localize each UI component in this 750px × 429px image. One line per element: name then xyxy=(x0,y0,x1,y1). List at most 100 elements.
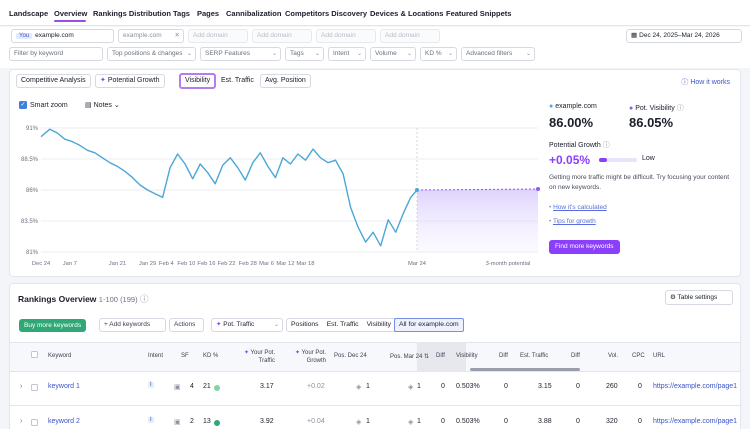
nav-featured-snippets[interactable]: Featured Snippets xyxy=(446,9,512,18)
col-pos-mar[interactable]: Pos. Mar 24 ⇅ xyxy=(390,353,429,360)
add-domain-input-1[interactable]: Add domain xyxy=(188,29,248,43)
row-checkbox[interactable] xyxy=(31,384,38,391)
filter-kd[interactable]: KD % ⌄ xyxy=(420,47,457,61)
nav-pages[interactable]: Pages xyxy=(197,9,220,18)
cpc-value: 0 xyxy=(638,383,642,390)
actions-button[interactable]: Actions xyxy=(169,318,204,332)
close-icon[interactable]: ✕ xyxy=(174,32,180,39)
how-it-works-link[interactable]: ⓘ How it works xyxy=(681,77,730,87)
domain-legend: ● example.com xyxy=(549,103,597,110)
serp-feature-icon[interactable]: ▣ xyxy=(174,384,181,391)
horizontal-scrollbar[interactable] xyxy=(470,368,580,371)
buy-more-keywords-button[interactable]: Buy more keywords xyxy=(19,319,87,332)
col-kd[interactable]: KD % xyxy=(203,353,219,359)
col-pos-mar-label: Pos. Mar 24 xyxy=(390,354,423,360)
serp-feature-icon[interactable]: ▣ xyxy=(174,419,181,426)
metric-tab-est-traffic[interactable]: Est. Traffic xyxy=(326,321,359,328)
nav-tags[interactable]: Tags xyxy=(173,9,190,18)
date-range-picker[interactable]: ▦ Dec 24, 2025–Mar 24, 2026 xyxy=(626,29,742,43)
how-calculated-link[interactable]: • How it's calculated xyxy=(549,204,607,211)
chevron-down-icon: ⌄ xyxy=(447,51,453,57)
your-domain-value: example.com xyxy=(35,32,74,39)
add-domain-input-2[interactable]: Add domain xyxy=(252,29,312,43)
you-badge: You xyxy=(16,33,33,39)
col-keyword[interactable]: Keyword xyxy=(48,353,72,359)
rankings-range: 1-100 (199) xyxy=(98,295,138,304)
sf-count: 4 xyxy=(190,383,194,390)
chevron-down-icon: ⌄ xyxy=(113,102,120,109)
tab-avg-position[interactable]: Avg. Position xyxy=(260,74,311,88)
notes-dropdown[interactable]: ▤ Notes ⌄ xyxy=(85,101,120,110)
metric-segment-control: Positions Est. Traffic Visibility All fo… xyxy=(286,318,464,332)
col-est-traffic[interactable]: Est. Traffic xyxy=(520,353,549,359)
info-icon[interactable]: ⓘ xyxy=(602,142,610,149)
keyword-filter-input[interactable]: Filter by keyword xyxy=(9,47,103,61)
url-link[interactable]: https://example.com/page1 xyxy=(653,383,738,390)
add-keywords-button[interactable]: + Add keywords xyxy=(99,318,166,332)
select-all-checkbox[interactable] xyxy=(31,351,38,358)
col-pot-growth[interactable]: ✦ Your Pot. Growth xyxy=(282,349,326,365)
tab-competitive-analysis[interactable]: Competitive Analysis xyxy=(16,74,91,88)
col-visibility[interactable]: Visibility xyxy=(456,353,478,359)
tips-growth-link[interactable]: • Tips for growth xyxy=(549,218,596,225)
calendar-icon: ▦ xyxy=(631,32,638,39)
filter-intent[interactable]: Intent ⌄ xyxy=(328,47,366,61)
expand-row-icon[interactable]: › xyxy=(20,383,23,390)
potential-point xyxy=(536,187,540,191)
expand-row-icon[interactable]: › xyxy=(20,418,23,425)
nav-active-indicator xyxy=(54,20,86,22)
nav-rankings-distribution[interactable]: Rankings Distribution xyxy=(93,9,171,18)
find-more-keywords-button[interactable]: Find more keywords xyxy=(549,240,620,254)
col-diff-1[interactable]: Diff xyxy=(436,353,445,359)
metric-tab-positions[interactable]: Positions xyxy=(291,321,319,328)
filter-advanced[interactable]: Advanced filters ⌄ xyxy=(461,47,535,61)
add-domain-input-3[interactable]: Add domain xyxy=(316,29,376,43)
add-domain-input-4[interactable]: Add domain xyxy=(380,29,440,43)
filter-tags[interactable]: Tags ⌄ xyxy=(285,47,324,61)
col-sf[interactable]: SF xyxy=(181,353,189,359)
metric-tab-visibility[interactable]: Visibility xyxy=(366,321,392,328)
growth-advice-text: Getting more traffic might be difficult.… xyxy=(549,174,730,191)
sorted-column-highlight xyxy=(417,342,466,372)
nav-competitors-discovery[interactable]: Competitors Discovery xyxy=(285,9,368,18)
chevron-down-icon: ⌄ xyxy=(186,51,192,57)
smart-zoom-toggle[interactable]: ✓ Smart zoom xyxy=(19,101,68,109)
row-checkbox[interactable] xyxy=(31,419,38,426)
pot-traffic-dropdown[interactable]: ✦ Pot. Traffic ⌄ xyxy=(211,318,283,332)
filter-serp-features[interactable]: SERP Features ⌄ xyxy=(200,47,281,61)
filter-volume[interactable]: Volume ⌄ xyxy=(370,47,416,61)
info-icon[interactable]: ⓘ xyxy=(139,294,149,304)
col-diff-3[interactable]: Diff xyxy=(571,353,580,359)
nav-overview[interactable]: Overview xyxy=(54,9,88,18)
url-link[interactable]: https://example.com/page1 xyxy=(653,418,738,425)
col-intent[interactable]: Intent xyxy=(148,353,164,359)
y-tick-label: 81% xyxy=(26,250,39,256)
tab-visibility[interactable]: Visibility xyxy=(179,73,217,89)
nav-landscape[interactable]: Landscape xyxy=(9,9,49,18)
info-icon[interactable]: ⓘ xyxy=(676,105,684,112)
keyword-link[interactable]: keyword 1 xyxy=(48,383,80,390)
nav-devices-locations[interactable]: Devices & Locations xyxy=(370,9,444,18)
diff-2-value: 0 xyxy=(504,418,508,425)
tab-est-traffic[interactable]: Est. Traffic xyxy=(221,77,254,84)
nav-cannibalization[interactable]: Cannibalization xyxy=(226,9,282,18)
chevron-down-icon: ⌄ xyxy=(271,51,277,57)
tab-potential-growth[interactable]: ✦ Potential Growth xyxy=(95,74,165,88)
col-cpc[interactable]: CPC xyxy=(632,353,645,359)
filter-top-positions[interactable]: Top positions & changes ⌄ xyxy=(107,47,196,61)
table-row: › keyword 1 I ▣ 4 21 3.17 +0.02 ◈ 1 ◈ 1 … xyxy=(10,372,740,406)
keyword-link[interactable]: keyword 2 xyxy=(48,418,80,425)
series-end-point xyxy=(415,188,419,192)
competitor-domain-input[interactable]: example.com ✕ xyxy=(118,29,184,43)
metric-tab-all[interactable]: All for example.com xyxy=(394,318,464,332)
col-pot-traffic[interactable]: ✦ Your Pot. Traffic xyxy=(231,349,275,365)
table-settings-button[interactable]: ⚙ Table settings xyxy=(665,290,733,305)
col-volume[interactable]: Vol. xyxy=(608,353,619,359)
col-pos-dec[interactable]: Pos. Dec 24 xyxy=(334,353,367,359)
your-domain-input[interactable]: You example.com xyxy=(11,29,114,43)
col-diff-2[interactable]: Diff xyxy=(499,353,508,359)
tips-growth-label: Tips for growth xyxy=(552,218,596,225)
chevron-down-icon: ⌄ xyxy=(525,51,531,57)
col-url[interactable]: URL xyxy=(653,353,666,359)
pot-growth-value: +0.04 xyxy=(307,418,325,425)
